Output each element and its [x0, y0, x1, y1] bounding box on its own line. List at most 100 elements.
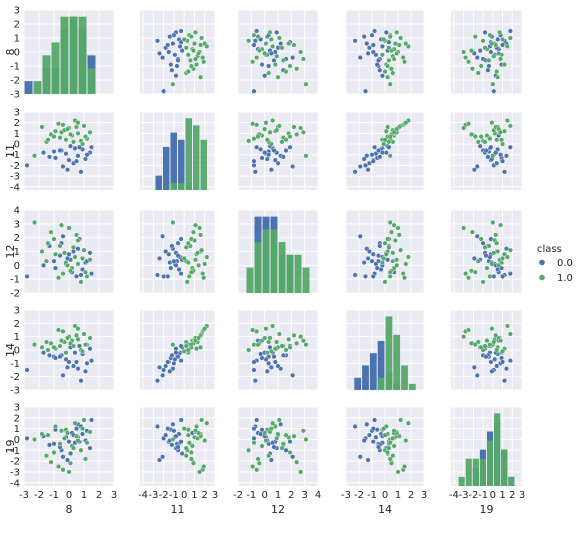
x-tick-label-19: -3 [459, 490, 469, 501]
hist-bar-8-1.0 [78, 16, 87, 94]
scatter-point-0.0-4 [272, 157, 278, 163]
scatter-point-0.0-11 [254, 28, 260, 34]
scatter-point-0.0-8 [352, 38, 358, 44]
scatter-point-1.0-26 [489, 120, 495, 126]
scatter-point-1.0-7 [185, 260, 191, 266]
scatter-point-1.0-10 [504, 118, 510, 124]
scatter-point-0.0-15 [366, 160, 372, 166]
hist-bar-19-1.0 [508, 476, 515, 486]
scatter-point-1.0-23 [64, 262, 70, 268]
scatter-point-0.0-11 [254, 144, 260, 150]
scatter-point-1.0-17 [274, 339, 280, 345]
scatter-point-0.0-4 [66, 251, 72, 257]
scatter-point-1.0-11 [286, 336, 292, 342]
scatter-point-1.0-9 [391, 443, 397, 449]
scatter-point-0.0-19 [376, 444, 382, 450]
scatter-point-1.0-10 [204, 420, 210, 426]
scatter-point-1.0-13 [199, 247, 205, 253]
hist-bar-14-0.0 [362, 365, 369, 390]
scatter-point-1.0-26 [403, 41, 409, 47]
scatter-point-0.0-19 [175, 57, 181, 63]
scatter-point-1.0-5 [187, 57, 193, 63]
scatter-point-0.0-23 [379, 150, 385, 156]
scatter-point-0.0-15 [366, 45, 372, 51]
scatter-point-0.0-8 [252, 38, 258, 44]
scatter-point-0.0-19 [271, 444, 277, 450]
scatter-point-0.0-20 [251, 42, 257, 48]
scatter-point-1.0-23 [196, 262, 202, 268]
scatter-point-1.0-27 [300, 428, 306, 434]
y-axis-label-19: 19 [4, 440, 17, 454]
scatter-point-1.0-15 [87, 429, 93, 435]
scatter-point-1.0-8 [461, 125, 467, 131]
scatter-point-1.0-20 [500, 36, 506, 42]
hist-bar-12-1.0 [270, 229, 278, 293]
scatter-point-1.0-25 [185, 69, 191, 75]
scatter-point-0.0-4 [370, 439, 376, 445]
scatter-point-0.0-8 [78, 169, 84, 175]
scatter-point-1.0-0 [303, 81, 309, 87]
scatter-point-1.0-5 [386, 57, 392, 63]
scatter-point-1.0-20 [181, 255, 187, 261]
scatter-point-0.0-10 [87, 250, 93, 256]
scatter-point-1.0-3 [190, 229, 196, 235]
scatter-point-1.0-24 [472, 342, 478, 348]
x-tick-label-19: -4 [449, 490, 459, 501]
y-tick-label-12: 0 [14, 261, 20, 272]
y-tick-label-11: -4 [10, 182, 20, 193]
scatter-point-1.0-25 [45, 240, 51, 246]
scatter-point-0.0-10 [482, 29, 488, 35]
y-tick-label-14: -1 [10, 359, 20, 370]
scatter-point-0.0-19 [175, 253, 181, 259]
hist-bar-12-1.0 [278, 242, 286, 293]
scatter-point-0.0-13 [160, 233, 166, 239]
scatter-point-1.0-22 [386, 244, 392, 250]
scatter-point-0.0-13 [357, 233, 363, 239]
scatter-point-1.0-9 [484, 133, 490, 139]
scatter-point-1.0-12 [246, 447, 252, 453]
scatter-point-1.0-1 [198, 344, 204, 350]
scatter-point-1.0-24 [82, 456, 88, 462]
scatter-point-1.0-9 [484, 265, 490, 271]
scatter-point-1.0-1 [275, 74, 281, 80]
scatter-point-1.0-22 [279, 45, 285, 51]
scatter-point-1.0-1 [39, 248, 45, 254]
scatter-point-0.0-13 [357, 55, 363, 61]
y-tick-label-12: 4 [14, 206, 20, 217]
scatter-point-1.0-25 [494, 137, 500, 143]
scatter-point-1.0-5 [57, 441, 63, 447]
hist-bar-12-1.0 [254, 242, 262, 293]
scatter-point-1.0-27 [192, 428, 198, 434]
hist-bar-12-1.0 [246, 267, 254, 293]
hist-bar-11-1.0 [170, 182, 177, 190]
scatter-point-1.0-11 [75, 237, 81, 243]
scatter-point-0.0-9 [167, 34, 173, 40]
scatter-point-1.0-3 [469, 229, 475, 235]
hist-bar-19-1.0 [501, 449, 508, 486]
scatter-point-1.0-4 [383, 251, 389, 257]
scatter-point-0.0-22 [287, 144, 293, 150]
scatter-point-0.0-1 [51, 441, 57, 447]
scatter-point-0.0-0 [363, 162, 369, 168]
scatter-point-0.0-16 [79, 431, 85, 437]
x-axis-label-12: 12 [271, 503, 285, 516]
legend-title: class [537, 244, 562, 255]
scatter-point-0.0-4 [488, 359, 494, 365]
scatter-point-1.0-3 [294, 66, 300, 72]
scatter-point-0.0-1 [51, 258, 57, 264]
scatter-point-0.0-9 [361, 156, 367, 162]
scatter-point-0.0-18 [169, 243, 175, 249]
scatter-point-0.0-0 [251, 435, 257, 441]
hist-bar-11-1.0 [178, 182, 185, 190]
scatter-point-1.0-22 [386, 45, 392, 51]
scatter-point-1.0-27 [300, 56, 306, 62]
x-tick-label-8: -3 [19, 490, 29, 501]
scatter-point-0.0-20 [370, 42, 376, 48]
scatter-point-0.0-15 [366, 432, 372, 438]
scatter-point-0.0-0 [363, 88, 369, 94]
scatter-point-1.0-10 [405, 254, 411, 260]
scatter-point-0.0-14 [67, 451, 73, 457]
scatter-point-1.0-4 [272, 62, 278, 68]
scatter-point-1.0-20 [381, 426, 387, 432]
scatter-point-1.0-5 [57, 135, 63, 141]
